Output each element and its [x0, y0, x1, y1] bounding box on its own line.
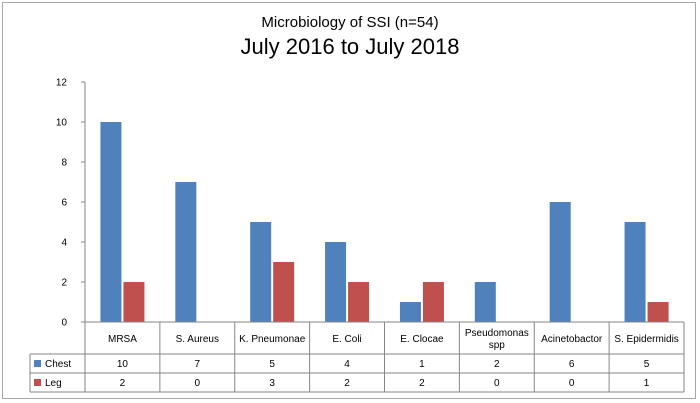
- bar-chest: [175, 182, 197, 322]
- data-table-value: 5: [644, 359, 650, 370]
- data-table-value: 2: [494, 359, 500, 370]
- category-label: spp: [489, 340, 506, 351]
- category-label: Pseudomonas: [465, 328, 529, 339]
- data-table-value: 7: [195, 359, 201, 370]
- data-table-value: 1: [419, 359, 425, 370]
- bar-chest: [100, 122, 122, 322]
- bar-leg: [422, 282, 444, 322]
- legend-key-chest: [34, 360, 41, 367]
- category-label: E. Clocae: [400, 334, 444, 345]
- bar-chest: [325, 242, 347, 322]
- data-table-value: 0: [569, 378, 575, 389]
- bar-chest: [399, 302, 421, 322]
- category-label: Acinetobactor: [541, 334, 603, 345]
- y-tick-label: 6: [61, 198, 67, 209]
- y-tick-label: 10: [56, 118, 68, 129]
- category-label: S. Epidermidis: [614, 334, 678, 345]
- legend-label-leg: Leg: [45, 378, 62, 389]
- data-table-value: 4: [344, 359, 350, 370]
- data-table-value: 0: [195, 378, 201, 389]
- chart-title: Microbiology of SSI (n=54): [261, 14, 439, 31]
- data-table-value: 1: [644, 378, 650, 389]
- bar-leg: [647, 302, 669, 322]
- y-tick-label: 8: [61, 158, 67, 169]
- data-table-value: 2: [344, 378, 350, 389]
- category-label: E. Coli: [332, 334, 361, 345]
- chart-subtitle: July 2016 to July 2018: [240, 34, 460, 59]
- data-table-value: 5: [269, 359, 275, 370]
- category-label: S. Aureus: [176, 334, 219, 345]
- data-table-value: 2: [419, 378, 425, 389]
- data-table-value: 10: [117, 359, 129, 370]
- category-label: MRSA: [108, 334, 137, 345]
- data-table-value: 6: [569, 359, 575, 370]
- y-tick-label: 12: [56, 78, 68, 89]
- data-table-value: 2: [120, 378, 126, 389]
- y-tick-label: 2: [61, 278, 67, 289]
- legend-label-chest: Chest: [45, 359, 71, 370]
- bar-leg: [123, 282, 145, 322]
- category-label: K. Pneumonae: [239, 334, 306, 345]
- y-tick-label: 4: [61, 238, 67, 249]
- y-tick-label: 0: [61, 318, 67, 329]
- bar-chest: [474, 282, 496, 322]
- bar-chest: [549, 202, 571, 322]
- data-table-value: 3: [269, 378, 275, 389]
- bar-chest: [624, 222, 646, 322]
- data-table-value: 0: [494, 378, 500, 389]
- bar-chest: [250, 222, 272, 322]
- bar-leg: [273, 262, 295, 322]
- legend-key-leg: [34, 379, 41, 386]
- bar-leg: [348, 282, 370, 322]
